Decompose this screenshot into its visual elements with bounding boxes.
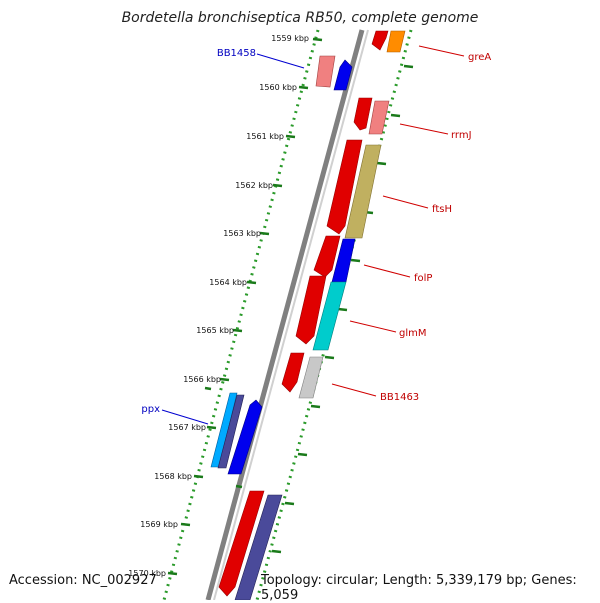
gene-block-pink[interactable] [368,100,390,135]
tick-mark [337,307,348,312]
tick-label: 1559 kbp [271,34,309,43]
tick-mark [310,404,321,409]
tick-mark [350,258,361,263]
gene-label-glmm[interactable]: glmM [399,328,427,339]
gene-arrow-blue[interactable] [333,59,353,91]
tick-mark [259,231,270,236]
tick-label: 1563 kbp [223,229,261,238]
leader-line-bb1458 [256,53,305,69]
tick-label: 1568 kbp [154,472,192,481]
gene-block-olive[interactable] [344,144,382,239]
gene-block-slate[interactable] [234,494,283,600]
tick-mark [298,85,309,90]
tick-mark [204,386,212,391]
tick-label: 1565 kbp [196,326,234,335]
gene-arrow-red[interactable] [313,235,341,278]
tick-mark [297,452,308,457]
tick-mark [324,355,335,360]
tick-mark [376,161,387,166]
tick-mark [219,377,230,382]
gene-block-grey[interactable] [298,356,324,399]
leader-line-ppx [161,409,209,425]
gene-label-folp[interactable]: folP [414,273,432,284]
bottom-tick-marks [204,386,243,489]
tick-mark [284,501,295,506]
tick-mark [246,280,257,285]
gene-arrow-blue[interactable] [227,399,263,475]
tick-mark [272,183,283,188]
gene-arrow-orange[interactable] [386,30,406,53]
gene-arrow-red[interactable] [326,139,363,235]
tick-label: 1570 kbp [128,569,166,578]
gene-block-slate[interactable] [217,394,245,469]
gene-label-grea[interactable]: greA [468,52,491,63]
tick-label: 1560 kbp [259,83,297,92]
tick-label: 1561 kbp [246,132,284,141]
tick-mark [180,522,191,527]
map-title: Bordetella bronchiseptica RB50, complete… [121,10,479,26]
leader-lines [161,45,465,425]
gene-arrow-red[interactable] [218,490,265,597]
gene-arrow-red[interactable] [353,97,373,131]
gene-label-bb1458[interactable]: BB1458 [217,48,256,59]
track-left-dots [162,29,320,600]
tick-mark [232,328,243,333]
tick-label: 1566 kbp [183,375,221,384]
tick-mark [390,113,401,118]
leader-line-ftsh [382,195,429,209]
tick-mark [271,549,282,554]
tick-label: 1564 kbp [209,278,247,287]
gene-label-bb1463[interactable]: BB1463 [380,392,419,403]
leader-line-glmm [349,320,397,333]
gene-arrow-red[interactable] [371,30,389,51]
backbone-outer [205,29,365,600]
leader-line-folp [363,264,411,278]
tick-mark [235,484,243,489]
tick-label: 1569 kbp [140,520,178,529]
gene-label-ppx[interactable]: ppx [141,404,160,415]
leader-line-rrmj [399,123,449,135]
gene-block-pink[interactable] [315,55,336,88]
tick-mark [206,425,217,430]
gene-label-rrmj[interactable]: rrmJ [451,130,472,141]
genome-summary-text: Topology: circular; Length: 5,339,179 bp… [261,573,577,603]
tick-mark [285,134,296,139]
tick-mark [403,64,414,69]
leader-line-grea [418,45,465,57]
tick-marks [167,37,323,576]
accession-text: Accession: NC_002927 [9,573,157,588]
tick-label: 1567 kbp [168,423,206,432]
gene-block-cyan[interactable] [312,281,347,351]
tick-mark [193,474,204,479]
tick-label: 1562 kbp [235,181,273,190]
gene-arrow-red[interactable] [295,275,327,345]
gene-label-ftsh[interactable]: ftsH [432,204,452,215]
backbone-shadow [213,29,369,600]
tick-mark [312,37,323,42]
leader-line-bb1463 [331,383,377,397]
tick-mark [167,571,178,576]
gene-arrow-red[interactable] [281,352,305,393]
